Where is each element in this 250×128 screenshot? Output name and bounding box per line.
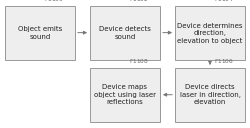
Text: Device determines
direction,
elevation to object: Device determines direction, elevation t… (177, 23, 243, 44)
Text: $\Gamma$1108: $\Gamma$1108 (129, 57, 148, 65)
Text: $\Gamma$1102: $\Gamma$1102 (129, 0, 148, 3)
Text: Object emits
sound: Object emits sound (18, 26, 62, 40)
Text: $\Gamma$1104: $\Gamma$1104 (214, 0, 234, 3)
Bar (90, 68, 160, 122)
Bar (90, 6, 160, 60)
Text: $\Gamma$1100: $\Gamma$1100 (44, 0, 64, 3)
Bar (175, 6, 245, 60)
Text: $\Gamma$1106: $\Gamma$1106 (214, 57, 234, 65)
Bar (5, 6, 75, 60)
Text: Device maps
object using laser
reflections: Device maps object using laser reflectio… (94, 84, 156, 105)
Text: Device detects
sound: Device detects sound (99, 26, 151, 40)
Text: Device directs
laser in direction,
elevation: Device directs laser in direction, eleva… (180, 84, 240, 105)
Bar (175, 68, 245, 122)
